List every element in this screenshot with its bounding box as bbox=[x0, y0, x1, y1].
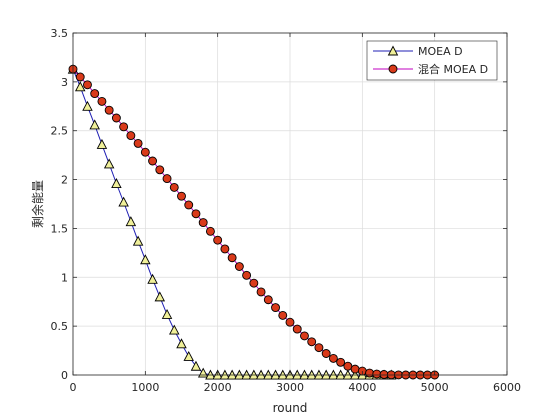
x-tick-label: 5000 bbox=[421, 381, 449, 394]
data-point-circle bbox=[234, 262, 244, 271]
legend-box bbox=[366, 40, 498, 81]
data-point-circle bbox=[155, 165, 165, 175]
x-tick-label: 2000 bbox=[204, 381, 232, 394]
data-point-triangle bbox=[161, 308, 173, 319]
data-point-triangle bbox=[132, 235, 144, 246]
data-point-circle bbox=[213, 235, 223, 245]
data-point-circle bbox=[83, 80, 92, 90]
data-point-circle bbox=[350, 364, 360, 374]
data-point-circle bbox=[126, 131, 136, 141]
legend-marker-hybrid bbox=[388, 64, 398, 74]
data-point-triangle bbox=[125, 216, 137, 227]
x-tick-label: 4000 bbox=[348, 381, 376, 394]
data-point-circle bbox=[321, 349, 331, 358]
data-point-circle bbox=[242, 270, 252, 280]
data-point-circle bbox=[119, 122, 129, 132]
legend-marker-moead bbox=[387, 45, 399, 56]
data-point-circle bbox=[220, 244, 230, 254]
data-point-triangle bbox=[169, 324, 180, 335]
data-point-circle bbox=[300, 331, 309, 341]
data-point-triangle bbox=[147, 273, 158, 284]
data-point-triangle bbox=[74, 81, 86, 92]
data-point-circle bbox=[184, 200, 194, 210]
data-point-circle bbox=[314, 343, 324, 353]
data-point-triangle bbox=[89, 119, 100, 130]
data-point-circle bbox=[365, 368, 375, 378]
data-point-triangle bbox=[190, 360, 202, 371]
data-point-circle bbox=[285, 317, 295, 327]
data-point-triangle bbox=[154, 291, 166, 302]
data-point-circle bbox=[292, 324, 302, 334]
data-point-triangle bbox=[96, 138, 108, 149]
y-tick-label: 1 bbox=[61, 271, 68, 284]
data-point-circle bbox=[372, 369, 382, 379]
data-point-circle bbox=[278, 310, 288, 320]
data-point-circle bbox=[198, 218, 208, 228]
ticks: 0 1000 2000 3000 4000 5000 6000 0 0.5 1 1.5 2 2.5 3 3.… bbox=[51, 27, 522, 394]
data-point-triangle bbox=[111, 178, 122, 188]
x-tick-label: 1000 bbox=[131, 381, 159, 394]
data-point-circle bbox=[307, 337, 317, 347]
data-point-circle bbox=[256, 287, 266, 297]
y-axis-label: 剩余能量 bbox=[30, 180, 45, 228]
y-tick-label: 0.5 bbox=[51, 320, 69, 333]
x-tick-label: 6000 bbox=[493, 381, 521, 394]
y-tick-label: 1.5 bbox=[51, 222, 69, 235]
x-axis-label: round bbox=[273, 401, 308, 415]
data-point-circle bbox=[271, 303, 280, 313]
data-point-triangle bbox=[82, 100, 93, 111]
data-point-circle bbox=[90, 89, 100, 99]
data-point-circle bbox=[177, 191, 186, 201]
data-point-triangle bbox=[118, 196, 129, 207]
y-tick-label: 3.5 bbox=[51, 27, 69, 40]
y-tick-label: 2.5 bbox=[51, 125, 69, 138]
data-point-circle bbox=[140, 147, 150, 157]
data-point-circle bbox=[97, 96, 107, 106]
x-tick-label: 3000 bbox=[276, 381, 304, 394]
data-point-circle bbox=[249, 278, 259, 288]
data-point-circle bbox=[227, 253, 237, 263]
data-point-circle bbox=[263, 295, 273, 305]
data-point-triangle bbox=[140, 254, 151, 265]
data-point-circle bbox=[191, 209, 201, 219]
legend-label-hybrid: 混合 MOEA D bbox=[418, 62, 488, 76]
x-tick-label: 0 bbox=[70, 381, 77, 394]
data-point-triangle bbox=[176, 338, 187, 349]
data-point-circle bbox=[169, 182, 179, 192]
y-tick-label: 0 bbox=[61, 369, 68, 382]
data-point-circle bbox=[111, 113, 121, 123]
data-point-circle bbox=[148, 156, 158, 166]
data-point-circle bbox=[336, 357, 346, 367]
data-point-circle bbox=[162, 174, 172, 184]
data-point-triangle bbox=[103, 158, 115, 169]
y-tick-label: 3 bbox=[61, 76, 68, 89]
data-point-circle bbox=[133, 138, 143, 148]
legend: MOEA D 混合 MOEA D bbox=[366, 40, 498, 81]
data-point-circle bbox=[205, 226, 215, 236]
data-point-circle bbox=[104, 105, 114, 115]
legend-label-moead: MOEA D bbox=[418, 45, 463, 58]
data-point-circle bbox=[75, 72, 85, 82]
y-tick-label: 2 bbox=[61, 174, 68, 187]
data-point-triangle bbox=[183, 350, 194, 361]
data-point-circle bbox=[328, 353, 338, 363]
